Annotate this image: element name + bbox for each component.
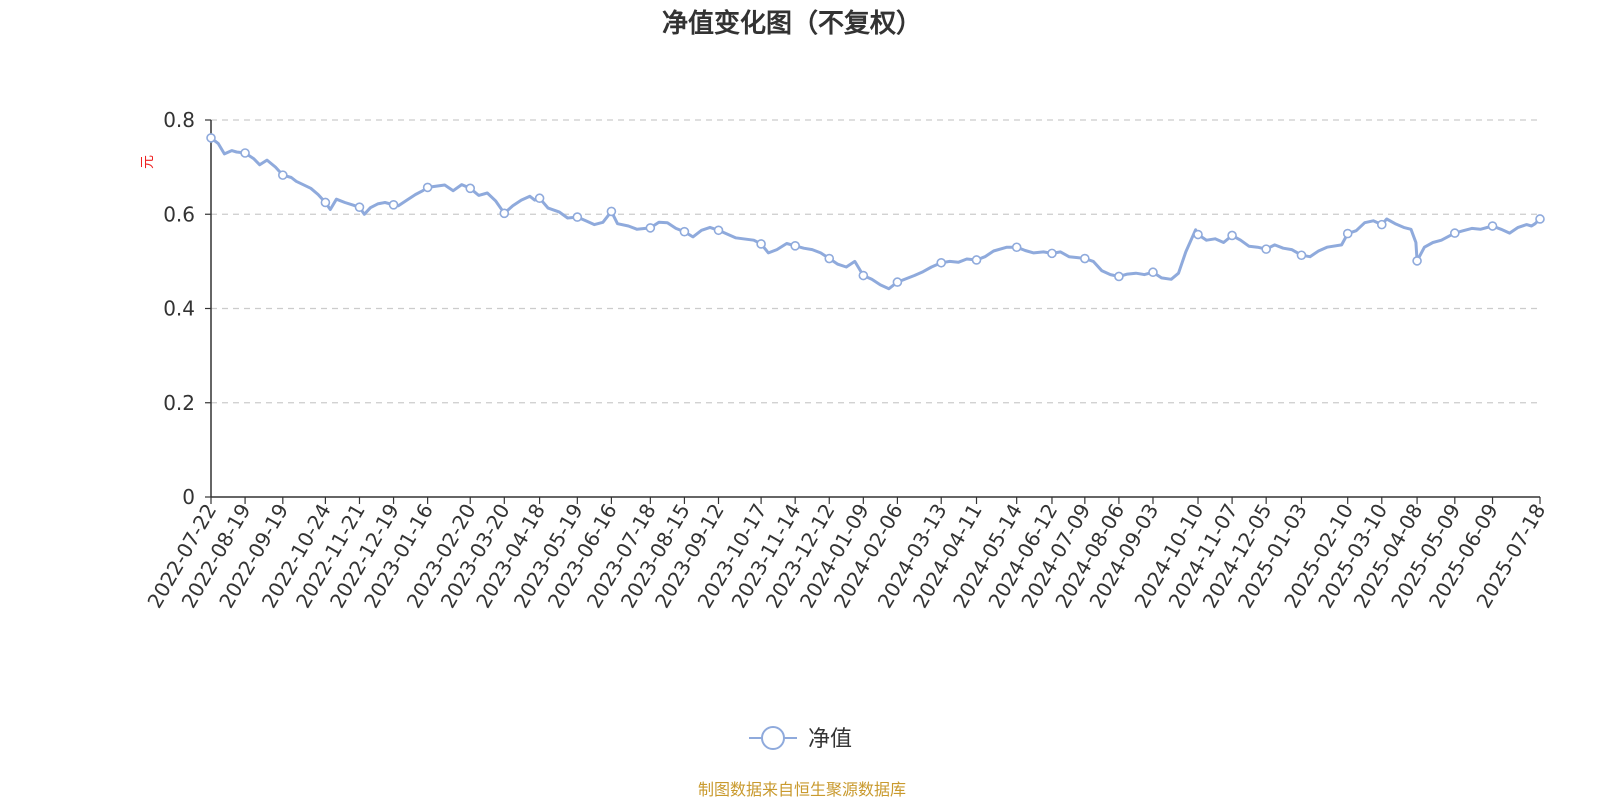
series-group xyxy=(206,133,1545,291)
data-point xyxy=(1535,214,1545,224)
data-point xyxy=(1450,228,1460,238)
grid-lines xyxy=(211,119,1540,404)
data-point xyxy=(1114,271,1124,282)
y-tick-label: 0.8 xyxy=(163,108,195,132)
data-point xyxy=(1193,229,1203,240)
data-point xyxy=(1080,253,1090,264)
data-point xyxy=(1376,219,1387,230)
y-tick-label: 0 xyxy=(182,485,195,509)
y-tick-label: 0.6 xyxy=(163,202,195,226)
data-point xyxy=(936,257,947,268)
y-axis-ticks: 0 0.2 0.4 0.6 0.8 xyxy=(163,108,211,509)
data-point xyxy=(1412,256,1422,266)
data-point xyxy=(971,255,982,265)
data-point xyxy=(1342,228,1353,239)
data-point xyxy=(892,277,903,287)
data-point xyxy=(354,202,365,212)
data-point xyxy=(534,193,545,204)
y-tick-label: 0.4 xyxy=(163,297,195,321)
data-point xyxy=(645,223,656,233)
data-point xyxy=(240,148,250,158)
data-point xyxy=(756,239,766,249)
chart-title: 净值变化图（不复权） xyxy=(662,8,922,39)
data-point xyxy=(422,182,433,193)
y-tick-label: 0.2 xyxy=(163,391,195,415)
data-source-footer: 制图数据来自恒生聚源数据库 xyxy=(698,780,906,799)
data-point xyxy=(679,226,690,237)
data-point xyxy=(1148,267,1158,278)
data-point xyxy=(499,208,510,219)
data-point xyxy=(1047,248,1057,259)
data-point xyxy=(858,270,869,281)
data-point xyxy=(824,253,835,264)
legend[interactable]: 净值 xyxy=(749,726,852,752)
data-point xyxy=(713,225,724,236)
y-axis-label: 元 xyxy=(140,155,156,169)
data-point xyxy=(278,170,288,180)
legend-marker-icon xyxy=(761,726,785,750)
data-point xyxy=(1261,244,1271,254)
data-point xyxy=(1296,250,1307,261)
data-point xyxy=(572,212,583,222)
data-point xyxy=(1011,242,1022,253)
axes xyxy=(210,120,1540,498)
data-point xyxy=(1487,221,1498,231)
data-point xyxy=(206,133,216,143)
data-point xyxy=(1227,230,1237,241)
data-point xyxy=(606,206,617,217)
data-point xyxy=(388,200,399,210)
x-axis-ticks: 2022-07-222022-08-192022-09-192022-10-24… xyxy=(142,497,1550,612)
legend-label: 净值 xyxy=(808,727,852,752)
data-point xyxy=(790,241,800,251)
data-point xyxy=(320,197,331,208)
data-point xyxy=(465,183,476,194)
series-line xyxy=(209,136,1542,291)
